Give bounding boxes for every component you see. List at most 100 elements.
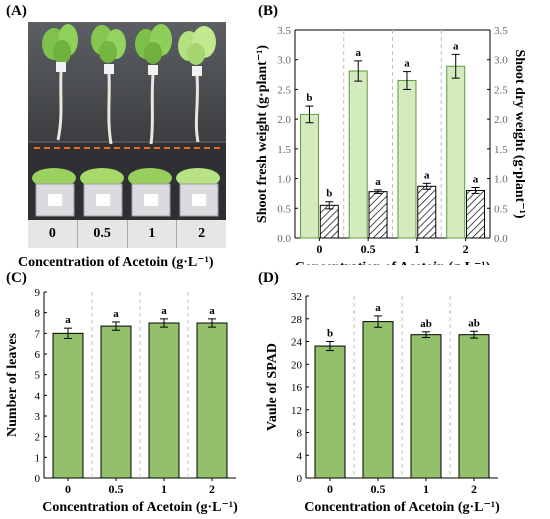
- seedling: [178, 26, 216, 143]
- y-tick-label: 2: [35, 432, 41, 444]
- bar: [466, 189, 486, 239]
- y-tick-label: 7: [35, 328, 41, 340]
- y-tick-label: 3: [35, 411, 41, 423]
- x-tick-label: 2: [209, 482, 215, 496]
- significance-letter: a: [161, 305, 167, 317]
- panel-b-label: (B): [258, 3, 278, 19]
- potted-plant: [32, 168, 76, 217]
- y-tick-label: 4: [35, 390, 41, 402]
- y-tick-label: 4: [297, 450, 303, 462]
- y-tick-label: 0: [297, 473, 303, 485]
- bar: [348, 70, 368, 239]
- x-tick-label: 2: [471, 482, 477, 496]
- treatment-label: 1: [128, 220, 178, 248]
- y-tick-label: 5: [35, 370, 41, 382]
- y-tick-label: 2.0: [277, 114, 291, 126]
- y-tick-label-right: 0.5: [494, 203, 508, 215]
- panel-a-xlabel: Concentration of Acetoin (g·L⁻¹): [18, 255, 214, 270]
- y-tick-label: 28: [291, 314, 303, 326]
- significance-letter: a: [209, 305, 215, 317]
- y-tick-label: 16: [291, 382, 303, 394]
- x-axis-label: Concentration of Acetoin (g·L⁻¹): [42, 500, 238, 515]
- y-tick-label-right: 3.5: [494, 25, 508, 37]
- x-tick-label: 1: [161, 482, 167, 496]
- potted-plant: [176, 168, 220, 217]
- lettuce-photo: [28, 22, 226, 220]
- y-tick-label: 0: [35, 473, 41, 485]
- y-tick-label: 6: [35, 349, 41, 361]
- treatment-label: 0: [28, 220, 78, 248]
- bar: [196, 322, 228, 479]
- bar: [417, 185, 437, 239]
- panel-a-label: (A): [6, 3, 27, 19]
- seedling: [42, 24, 78, 141]
- lettuce-photo-drawing: [28, 24, 226, 220]
- significance-letter: b: [327, 328, 333, 340]
- significance-letter: a: [375, 176, 381, 188]
- y-tick-label-right: 1.0: [494, 174, 508, 186]
- y-axis-label: Vaule of SPAD: [265, 343, 280, 431]
- significance-letter: a: [375, 302, 381, 314]
- x-axis-label: Concentration of Acetoin (g·L⁻¹): [304, 500, 500, 515]
- bar: [362, 321, 394, 479]
- bar: [368, 191, 388, 239]
- x-tick-label: 0.5: [371, 482, 386, 496]
- bar: [148, 322, 180, 479]
- treatment-label: 0.5: [78, 220, 128, 248]
- y-tick-label-right: 0.0: [494, 233, 508, 245]
- y-tick-label: 32: [291, 291, 302, 303]
- bar: [319, 204, 339, 239]
- y-axis-label-right: Shoot dry weight (g·plant⁻¹): [512, 49, 525, 218]
- y-tick-label: 0.5: [277, 203, 291, 215]
- x-tick-label: 1: [414, 242, 420, 256]
- y-tick-label: 1.5: [277, 144, 291, 156]
- y-tick-label: 2.5: [277, 84, 291, 96]
- x-tick-label: 0.5: [109, 482, 124, 496]
- potted-plant: [80, 168, 124, 217]
- bar: [314, 345, 346, 479]
- y-tick-label: 8: [35, 308, 41, 320]
- x-tick-label: 2: [463, 242, 469, 256]
- significance-letter: a: [453, 40, 459, 52]
- y-axis-label: Number of leaves: [5, 332, 20, 436]
- panel-c-label: (C): [6, 270, 27, 286]
- bar: [100, 325, 132, 479]
- y-axis-label: Shoot fresh weight (g·plant⁻¹): [255, 45, 270, 224]
- bar: [446, 65, 466, 239]
- y-tick-label-right: 3.0: [494, 55, 508, 67]
- y-tick-label: 8: [297, 428, 303, 440]
- x-tick-label: 0: [65, 482, 71, 496]
- y-tick-label: 20: [291, 359, 303, 371]
- y-tick-label: 12: [291, 405, 302, 417]
- bar: [52, 332, 84, 479]
- significance-letter: a: [355, 47, 361, 59]
- significance-letter: a: [404, 58, 410, 70]
- significance-letter: a: [424, 169, 430, 181]
- bar: [458, 334, 490, 479]
- y-tick-label: 1.0: [277, 174, 291, 186]
- y-tick-label-right: 2.0: [494, 114, 508, 126]
- significance-letter: a: [113, 308, 119, 320]
- y-tick-label: 1: [35, 452, 41, 464]
- treatment-strip: 0 0.5 1 2: [28, 220, 226, 248]
- significance-letter: ab: [420, 318, 432, 330]
- x-tick-label: 1: [423, 482, 429, 496]
- seedling: [91, 25, 126, 145]
- x-tick-label: 0: [327, 482, 333, 496]
- y-tick-label-right: 1.5: [494, 144, 508, 156]
- y-tick-label: 24: [291, 337, 303, 349]
- y-tick-label: 9: [35, 287, 41, 299]
- significance-letter: a: [65, 314, 71, 326]
- chart-b: 0.0 0.0 0.5 0.5 1.0 1.0 1.5 1.5 2.0 2.0 2.5 2.5 3.0 3…: [255, 25, 525, 265]
- potted-plant: [128, 168, 172, 217]
- seedling: [135, 24, 172, 145]
- bar: [397, 80, 417, 239]
- significance-letter: b: [326, 188, 332, 200]
- x-axis-label: Concentration of Acetoin (g·L⁻¹): [295, 260, 491, 265]
- x-tick-label: 0.5: [361, 242, 376, 256]
- bar: [410, 334, 442, 479]
- y-tick-label: 0.0: [277, 233, 291, 245]
- treatment-label: 2: [198, 226, 206, 241]
- significance-letter: b: [306, 92, 312, 104]
- bar: [299, 113, 319, 239]
